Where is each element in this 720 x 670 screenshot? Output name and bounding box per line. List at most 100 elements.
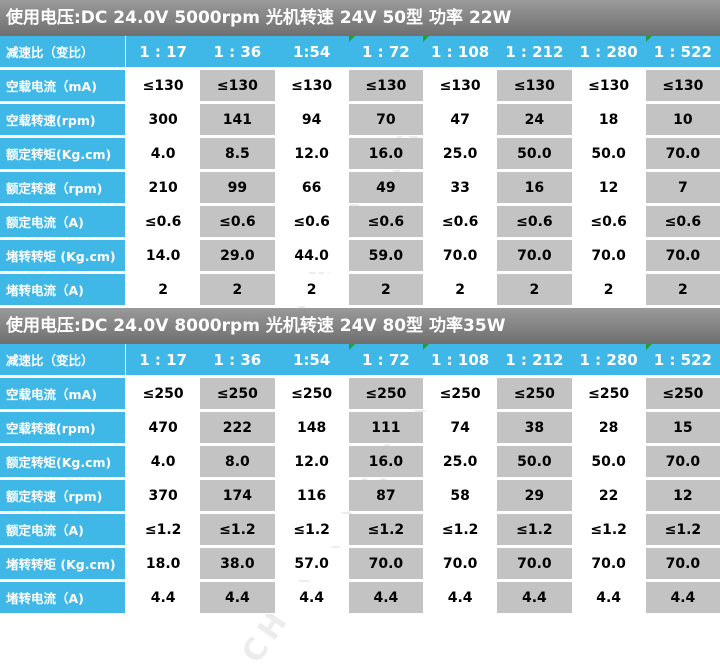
value-cell: ≤130 [348, 70, 423, 102]
ratio-cell: 1 : 36 [200, 36, 275, 68]
ratio-text: 1 : 72 [361, 350, 410, 369]
value-cell: ≤0.6 [274, 206, 349, 238]
table-row: 空载电流（mA) ≤250 ≤250 ≤250 ≤250 ≤250 ≤250 ≤250 ≤250 [0, 378, 720, 410]
row-label: 减速比（变比） [0, 344, 126, 376]
ratio-text: 1:54 [292, 42, 331, 61]
value-cell: 70.0 [497, 548, 572, 580]
value-cell: ≤130 [274, 70, 349, 102]
ratio-row: 减速比（变比） 1 : 17 1 : 36 1:54 1 : 72 1 : 108 1 : … [0, 36, 720, 68]
row-label: 额定电流（A) [0, 206, 126, 238]
value-cell: ≤0.6 [497, 206, 572, 238]
ratio-text: 1 : 108 [431, 42, 490, 61]
table-row: 额定转速（rpm) 210 99 66 49 33 16 12 7 [0, 172, 720, 204]
table-row: 额定转矩(Kg.cm) 4.0 8.0 12.0 16.0 25.0 50.0 50.0 70.… [0, 446, 720, 478]
value-cell: 70 [348, 104, 423, 136]
value-cell: 18 [571, 104, 646, 136]
value-cell: 7 [645, 172, 720, 204]
corner-marker [348, 344, 355, 350]
value-cell: 15 [645, 412, 720, 444]
value-cell: 70.0 [571, 548, 646, 580]
value-cell: 4.4 [645, 582, 720, 614]
value-cell: ≤0.6 [423, 206, 498, 238]
value-cell: ≤130 [423, 70, 498, 102]
value-cell: ≤250 [274, 378, 349, 410]
ratio-text: 1 : 17 [139, 350, 187, 369]
ratio-text: 1 : 280 [579, 42, 638, 61]
value-cell: 16 [497, 172, 572, 204]
row-label: 空载电流（mA) [0, 378, 126, 410]
value-cell: 24 [497, 104, 572, 136]
value-cell: 50.0 [571, 446, 646, 478]
value-cell: ≤0.6 [645, 206, 720, 238]
ratio-cell: 1 : 17 [126, 344, 201, 376]
value-cell: 29 [497, 480, 572, 512]
corner-marker [645, 36, 652, 42]
value-cell: 174 [200, 480, 275, 512]
ratio-text: 1 : 212 [505, 350, 564, 369]
table-row: 空载转速(rpm) 470 222 148 111 74 38 28 15 [0, 412, 720, 444]
value-cell: ≤130 [497, 70, 572, 102]
table-row: 堵转电流（A) 4.4 4.4 4.4 4.4 4.4 4.4 4.4 4.4 [0, 582, 720, 614]
value-cell: ≤250 [571, 378, 646, 410]
ratio-cell: 1 : 522 [645, 36, 720, 68]
value-cell: 38.0 [200, 548, 275, 580]
value-cell: 4.0 [126, 446, 201, 478]
value-cell: 28 [571, 412, 646, 444]
ratio-text: 1 : 280 [579, 350, 638, 369]
ratio-cell: 1:54 [274, 36, 349, 68]
value-cell: ≤250 [200, 378, 275, 410]
value-cell: 58 [423, 480, 498, 512]
value-cell: 25.0 [423, 138, 498, 170]
value-cell: 22 [571, 480, 646, 512]
value-cell: 29.0 [200, 240, 275, 272]
ratio-cell: 1 : 108 [423, 344, 498, 376]
value-cell: ≤250 [126, 378, 201, 410]
value-cell: 70.0 [423, 240, 498, 272]
value-cell: 2 [571, 274, 646, 306]
row-label: 额定转速（rpm) [0, 480, 126, 512]
value-cell: 12 [645, 480, 720, 512]
value-cell: 44.0 [274, 240, 349, 272]
value-cell: ≤1.2 [126, 514, 201, 546]
value-cell: 222 [200, 412, 275, 444]
ratio-text: 1 : 212 [505, 42, 564, 61]
value-cell: 12.0 [274, 446, 349, 478]
value-cell: 38 [497, 412, 572, 444]
value-cell: 70.0 [571, 240, 646, 272]
value-cell: 4.4 [423, 582, 498, 614]
value-cell: 50.0 [497, 138, 572, 170]
row-label: 额定转速（rpm) [0, 172, 126, 204]
value-cell: 8.0 [200, 446, 275, 478]
value-cell: ≤0.6 [348, 206, 423, 238]
value-cell: 66 [274, 172, 349, 204]
value-cell: 4.4 [571, 582, 646, 614]
value-cell: 111 [348, 412, 423, 444]
value-cell: ≤1.2 [571, 514, 646, 546]
ratio-cell: 1 : 212 [497, 344, 572, 376]
value-cell: 210 [126, 172, 201, 204]
value-cell: 70.0 [645, 240, 720, 272]
value-cell: 50.0 [497, 446, 572, 478]
table-header: 使用电压:DC 24.0V 5000rpm 光机转速 24V 50型 功率 22… [0, 0, 720, 36]
row-label: 额定转矩(Kg.cm) [0, 138, 126, 170]
table-row: 额定转速（rpm) 370 174 116 87 58 29 22 12 [0, 480, 720, 512]
value-cell: ≤1.2 [423, 514, 498, 546]
ratio-cell: 1 : 280 [571, 36, 646, 68]
table-row: 堵转转矩 (Kg.cm) 18.0 38.0 57.0 70.0 70.0 70.0 70.0… [0, 548, 720, 580]
value-cell: 2 [274, 274, 349, 306]
value-cell: 116 [274, 480, 349, 512]
value-cell: 2 [200, 274, 275, 306]
value-cell: ≤250 [348, 378, 423, 410]
value-cell: 57.0 [274, 548, 349, 580]
ratio-text: 1:54 [292, 350, 331, 369]
table-row: 额定电流（A) ≤0.6 ≤0.6 ≤0.6 ≤0.6 ≤0.6 ≤0.6 ≤0.6 ≤0.6 [0, 206, 720, 238]
ratio-cell: 1 : 36 [200, 344, 275, 376]
ratio-cell: 1 : 108 [423, 36, 498, 68]
value-cell: ≤1.2 [274, 514, 349, 546]
value-cell: 18.0 [126, 548, 201, 580]
value-cell: 8.5 [200, 138, 275, 170]
row-label: 额定电流（A) [0, 514, 126, 546]
value-cell: ≤1.2 [200, 514, 275, 546]
table-row: 空载电流（mA) ≤130 ≤130 ≤130 ≤130 ≤130 ≤130 ≤130 ≤130 [0, 70, 720, 102]
value-cell: 70.0 [645, 138, 720, 170]
